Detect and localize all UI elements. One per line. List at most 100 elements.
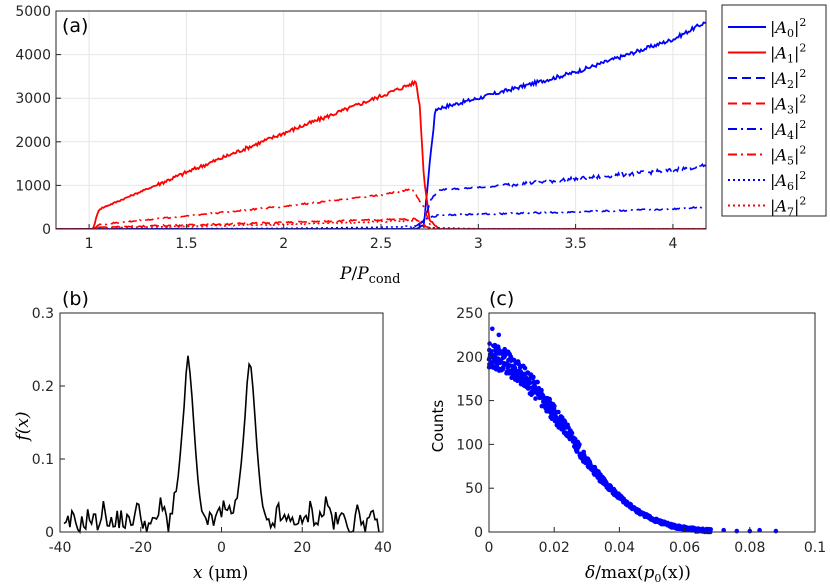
panel-b-series-line [63, 355, 380, 534]
panel-c-xtick-label: 0.04 [604, 540, 635, 556]
legend-label: |A1|2 [770, 42, 806, 66]
panel-a-series-line-4 [56, 205, 706, 229]
panel-a-label: (a) [62, 15, 88, 37]
panel-c-point [556, 409, 561, 415]
legend: |A0|2|A1|2|A2|2|A3|2|A4|2|A5|2|A6|2|A7|2 [721, 4, 827, 219]
legend-entry-2: |A2|2 [728, 67, 806, 91]
legend-entry-7: |A7|2 [728, 195, 806, 219]
legend-label-tail: | [794, 18, 799, 37]
panel-a-ytick-label: 5000 [15, 4, 51, 20]
panel-c-xlabel-psub: 0 [654, 572, 661, 585]
panel-c-point [522, 365, 528, 371]
panel-c-axes-box [488, 312, 816, 533]
legend-label-index: 6 [787, 180, 794, 193]
legend-label-base: |A [770, 95, 787, 114]
panel-a-xtick-label: 3.5 [564, 236, 586, 252]
legend-label-tail: | [794, 95, 799, 114]
panel-c-ytick-label: 50 [465, 481, 483, 497]
panel-c-point [535, 379, 540, 385]
panel-c-point [569, 430, 575, 436]
panel-c-xtick-label: 0.08 [734, 540, 765, 556]
panel-a-series-line-0 [56, 21, 706, 229]
legend-label-tail: | [794, 146, 799, 165]
panel-a-series-line-5 [56, 187, 706, 229]
legend-entry-5: |A5|2 [728, 144, 806, 168]
legend-label-index: 2 [787, 78, 794, 91]
panel-c-background [489, 313, 815, 532]
legend-label-tail: | [794, 197, 799, 216]
panel-a-xtick-label: 4 [668, 236, 677, 252]
panel-c-ytick-label: 0 [474, 525, 483, 541]
panel-c-point [552, 403, 557, 409]
panel-a-xtick-label: 2 [279, 236, 288, 252]
legend-label-base: |A [770, 197, 787, 216]
legend-label-index: 7 [787, 206, 794, 219]
panel-a-series-line-1 [56, 79, 706, 229]
panel-c-series [486, 326, 779, 535]
panel-c-xtick-label: 0.1 [804, 540, 826, 556]
panel-a-ytick-label: 1000 [15, 178, 51, 194]
panel-a-xlabel: P/Pcond [339, 264, 400, 287]
legend-label-base: |A [770, 44, 787, 63]
legend-label-power: 2 [799, 169, 806, 182]
panel-b-ytick-label: 0.3 [32, 306, 54, 322]
legend-label-index: 5 [787, 155, 794, 168]
panel-a-ytick-label: 2000 [15, 135, 51, 151]
legend-label-power: 2 [799, 93, 806, 106]
panel-c-point [527, 380, 533, 386]
panel-b-background [60, 313, 383, 532]
panel-c-ytick-label: 100 [456, 437, 483, 453]
panel-a-xlabel-var: P [339, 264, 352, 284]
legend-label-tail: | [794, 171, 799, 190]
panel-a-series-line-2 [56, 162, 706, 229]
legend-label-base: |A [770, 171, 787, 190]
legend-label-tail: | [794, 44, 799, 63]
panel-b-ylabel: f(x) [13, 411, 33, 442]
legend-label-index: 1 [787, 53, 794, 66]
panel-c-xlabel-var: δ [585, 563, 595, 583]
panel-a-xtick-label: 1.5 [175, 236, 197, 252]
panel-b-xlabel-var: x [193, 563, 203, 583]
legend-label-base: |A [770, 120, 787, 139]
panel-b: -40 -20 0 20 40 0 0.1 0.2 0.3 (b) x (μm) f(x) [13, 288, 392, 583]
panel-c-xlabel-px: (x)) [661, 563, 690, 583]
panel-a-ticks: 1 1.5 2 2.5 3 3.5 4 0 1000 2000 3000 4000 5000 [15, 4, 677, 252]
legend-label: |A3|2 [770, 93, 806, 117]
panel-c-point [531, 374, 536, 380]
panel-c-xlabel-fn: /max( [595, 563, 643, 583]
panel-a-xtick-label: 3 [474, 236, 483, 252]
panel-c-point [549, 416, 555, 422]
panel-b-xtick-label: -20 [129, 540, 152, 556]
panel-c-ytick-label: 250 [456, 306, 483, 322]
panel-c-ylabel: Counts [429, 400, 447, 453]
panel-a-xlabel-slash: / [351, 264, 357, 284]
panel-c-point [518, 369, 523, 374]
panel-a-xlabel-sub: cond [369, 272, 401, 287]
panel-c-point [490, 326, 495, 332]
panel-c-point [577, 442, 582, 447]
legend-label-power: 2 [799, 195, 806, 208]
panel-b-xtick-label: 20 [293, 540, 311, 556]
legend-label: |A2|2 [770, 67, 806, 91]
legend-label: |A7|2 [770, 195, 806, 219]
panel-a-xlabel-var2: P [356, 264, 369, 284]
panel-c-xtick-label: 0.06 [669, 540, 700, 556]
panel-c-ytick-label: 200 [456, 350, 483, 366]
panel-c-point [539, 387, 544, 393]
panel-b-xlabel: x (μm) [193, 563, 248, 583]
panel-c-point [500, 366, 506, 372]
panel-c-point [773, 528, 779, 534]
legend-label-index: 4 [787, 129, 794, 142]
legend-label-tail: | [794, 69, 799, 88]
panel-c-ticks: 0 0.02 0.04 0.06 0.08 0.1 0 50 100 150 200 250 [456, 306, 826, 556]
panel-a-series-line-7 [56, 218, 706, 229]
panel-b-series [63, 355, 380, 534]
legend-label: |A5|2 [770, 144, 806, 168]
legend-entry-4: |A4|2 [728, 118, 806, 142]
legend-label: |A6|2 [770, 169, 806, 193]
panel-c-xtick-label: 0 [485, 540, 494, 556]
panel-b-label: (b) [62, 288, 89, 310]
legend-entry-6: |A6|2 [728, 169, 806, 193]
